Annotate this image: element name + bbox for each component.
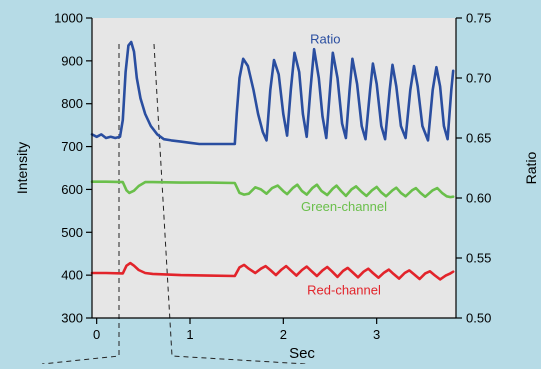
y-axis-left-label: Intensity [14,142,30,194]
annotation-green-channel: Green-channel [301,199,387,214]
annotation-red-channel: Red-channel [307,282,381,297]
y-right-tick-label: 0.60 [466,191,491,206]
y-right-tick-label: 0.75 [466,11,491,26]
annotation-ratio: Ratio [310,32,340,47]
y-right-tick-label: 0.55 [466,251,491,266]
y-left-tick-label: 300 [61,311,83,326]
y-left-tick-label: 600 [61,182,83,197]
x-axis-label: Sec [289,345,315,362]
y-right-tick-label: 0.50 [466,311,491,326]
y-left-tick-label: 1000 [54,11,83,26]
x-tick-label: 0 [93,327,100,342]
x-tick-label: 3 [373,327,380,342]
x-tick-label: 1 [186,327,193,342]
y-left-tick-label: 700 [61,139,83,154]
x-tick-label: 2 [280,327,287,342]
y-left-tick-label: 900 [61,53,83,68]
y-left-tick-label: 500 [61,225,83,240]
y-right-tick-label: 0.70 [466,71,491,86]
y-axis-right-label: Ratio [523,151,539,184]
y-left-tick-label: 400 [61,268,83,283]
y-left-tick-label: 800 [61,96,83,111]
y-right-tick-label: 0.65 [466,131,491,146]
